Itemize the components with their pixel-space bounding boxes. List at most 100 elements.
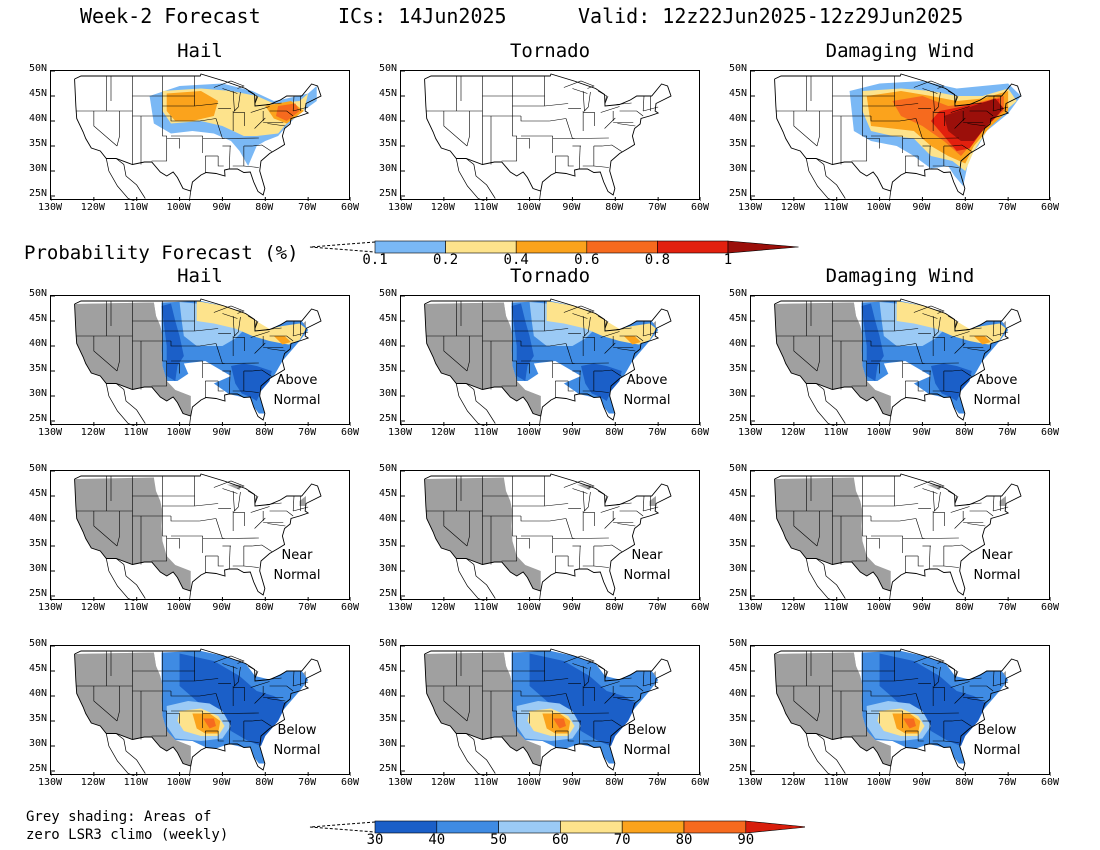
x-tick-label: 80W [955, 427, 974, 438]
anomaly-label-line1: Below [277, 723, 317, 738]
x-tick-label: 60W [690, 777, 710, 788]
y-tick-label: 50N [378, 63, 397, 74]
y-tick-label: 35N [728, 138, 747, 149]
map-panel-below-normal-tornado [400, 645, 701, 776]
y-tick-label: 35N [378, 138, 397, 149]
y-tick-label: 50N [28, 463, 47, 474]
x-tick-label: 110W [123, 427, 148, 438]
x-tick-label: 120W [780, 202, 805, 213]
map-panel-near-normal-tornado [400, 470, 701, 601]
conus-map [401, 71, 701, 201]
x-tick-label: 60W [1040, 202, 1060, 213]
x-tick-label: 90W [912, 777, 931, 788]
x-tick-label: 70W [648, 427, 667, 438]
y-tick-label: 35N [378, 713, 397, 724]
y-tick-label: 30N [28, 163, 47, 174]
x-tick-label: 110W [123, 202, 148, 213]
x-tick-label: 90W [912, 202, 931, 213]
x-tick-label: 100W [166, 777, 191, 788]
anomaly-colorbar [309, 820, 805, 834]
map-panel-below-normal-hail [50, 645, 351, 776]
map-panel-above-normal-hail [50, 295, 351, 426]
x-tick-label: 130W [37, 202, 63, 213]
conus-map [51, 471, 351, 601]
anomaly-label: Near Normal [262, 546, 332, 586]
map-panel-below-normal-damaging-wind [750, 645, 1051, 776]
y-tick-label: 30N [28, 738, 47, 749]
x-tick-label: 110W [123, 602, 148, 613]
y-tick-label: 45N [728, 488, 747, 499]
x-tick-label: 130W [737, 202, 763, 213]
x-tick-label: 120W [780, 777, 805, 788]
y-tick-label: 30N [728, 563, 747, 574]
map-panel-above-normal-tornado [400, 295, 701, 426]
anomaly-label-line2: Normal [973, 568, 1021, 583]
x-tick-label: 110W [473, 602, 498, 613]
map-panel-probability-tornado [400, 70, 701, 201]
colorbar-label: 1 [723, 252, 733, 268]
anomaly-label: Below Normal [262, 721, 332, 761]
x-tick-label: 100W [166, 202, 191, 213]
y-tick-label: 25N [28, 588, 47, 599]
x-tick-label: 70W [998, 202, 1017, 213]
y-tick-label: 45N [378, 488, 397, 499]
y-tick-label: 50N [28, 63, 47, 74]
y-tick-label: 50N [728, 638, 747, 649]
y-tick-label: 35N [728, 363, 747, 374]
y-tick-label: 40N [28, 338, 47, 349]
x-tick-label: 80W [255, 202, 274, 213]
x-tick-label: 70W [998, 602, 1017, 613]
x-tick-label: 110W [473, 777, 498, 788]
x-tick-label: 100W [516, 427, 541, 438]
y-tick-label: 25N [378, 413, 397, 424]
x-tick-label: 100W [166, 427, 191, 438]
x-tick-label: 110W [473, 427, 498, 438]
x-tick-label: 80W [955, 202, 974, 213]
conus-map [751, 471, 1051, 601]
conus-map [401, 296, 701, 426]
y-tick-label: 30N [728, 163, 747, 174]
y-tick-label: 40N [28, 688, 47, 699]
x-tick-label: 110W [823, 602, 848, 613]
anomaly-label-line1: Near [631, 548, 663, 563]
x-tick-label: 130W [387, 427, 413, 438]
x-tick-label: 90W [562, 427, 581, 438]
y-tick-label: 45N [28, 488, 47, 499]
anomaly-label: Near Normal [612, 546, 682, 586]
x-tick-label: 130W [387, 202, 413, 213]
x-tick-label: 120W [430, 202, 455, 213]
x-tick-label: 100W [866, 202, 891, 213]
anomaly-label-line2: Normal [623, 743, 671, 758]
conus-map [751, 296, 1051, 426]
x-tick-label: 70W [298, 602, 317, 613]
header-valid: Valid: 12z22Jun2025-12z29Jun2025 [578, 4, 964, 28]
y-tick-label: 25N [28, 413, 47, 424]
footnote-line2: zero LSR3 climo (weekly) [26, 827, 229, 843]
x-tick-label: 110W [123, 777, 148, 788]
x-tick-label: 80W [605, 202, 624, 213]
anomaly-label-line2: Normal [273, 743, 321, 758]
x-tick-label: 120W [80, 602, 105, 613]
anomaly-label-line2: Normal [973, 743, 1021, 758]
colorbar-label: 50 [490, 832, 508, 848]
anomaly-label: Below Normal [962, 721, 1032, 761]
x-tick-label: 120W [80, 427, 105, 438]
conus-map [51, 71, 351, 201]
anomaly-label-line1: Near [281, 548, 313, 563]
header-title: Week-2 Forecast [80, 4, 261, 28]
panel-title-damaging-wind: Damaging Wind [825, 40, 975, 62]
colorbar-label: 0.6 [574, 252, 600, 268]
x-tick-label: 60W [690, 602, 710, 613]
y-tick-label: 35N [378, 538, 397, 549]
y-tick-label: 45N [728, 663, 747, 674]
x-tick-label: 60W [340, 777, 360, 788]
x-tick-label: 70W [298, 202, 317, 213]
x-tick-label: 70W [998, 427, 1017, 438]
y-tick-label: 50N [378, 463, 397, 474]
anomaly-label: Above Normal [262, 371, 332, 411]
x-tick-label: 60W [1040, 777, 1060, 788]
colorbar-label: 90 [737, 832, 755, 848]
x-tick-label: 100W [516, 777, 541, 788]
y-tick-label: 40N [728, 338, 747, 349]
x-tick-label: 90W [212, 602, 231, 613]
